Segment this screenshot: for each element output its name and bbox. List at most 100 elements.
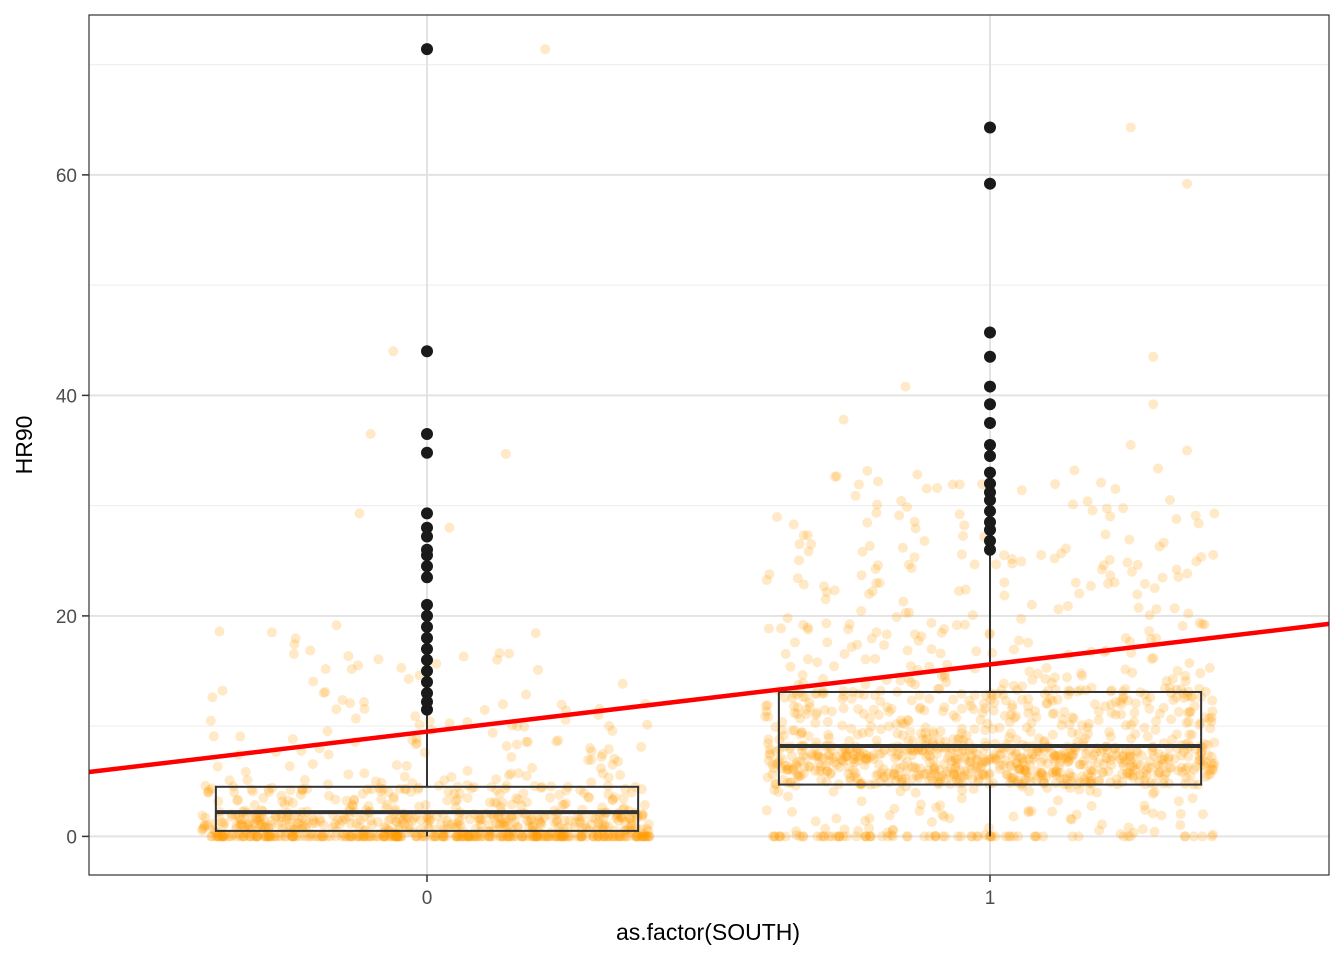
jitter-point — [932, 482, 943, 493]
jitter-point — [1153, 748, 1164, 759]
jitter-point — [561, 785, 572, 796]
jitter-point — [531, 829, 542, 840]
jitter-point — [991, 754, 1002, 765]
y-tick-label: 40 — [56, 386, 77, 407]
jitter-point — [819, 831, 830, 842]
jitter-point — [586, 746, 597, 757]
jitter-point — [1197, 619, 1208, 630]
jitter-point — [527, 762, 538, 773]
jitter-point — [868, 704, 879, 715]
jitter-point — [637, 811, 648, 822]
jitter-point — [499, 831, 510, 842]
jitter-point — [365, 428, 376, 439]
jitter-point — [503, 821, 514, 832]
jitter-point — [424, 816, 435, 827]
jitter-point — [522, 815, 533, 826]
jitter-point — [864, 823, 875, 834]
jitter-point — [1030, 751, 1041, 762]
jitter-point — [865, 831, 876, 842]
jitter-point — [764, 750, 775, 761]
jitter-point — [552, 817, 563, 828]
jitter-point — [1092, 787, 1103, 798]
jitter-point — [873, 759, 884, 770]
jitter-point — [845, 775, 856, 786]
jitter-point — [410, 711, 421, 722]
jitter-point — [969, 559, 980, 570]
jitter-point — [438, 831, 449, 842]
jitter-point — [1063, 685, 1074, 696]
jitter-point — [642, 719, 653, 730]
jitter-point — [452, 794, 463, 805]
jitter-point — [354, 821, 365, 832]
jitter-point — [501, 741, 512, 752]
jitter-point — [593, 821, 604, 832]
jitter-point — [1128, 761, 1139, 772]
jitter-point — [212, 831, 223, 842]
jitter-point — [896, 495, 907, 506]
jitter-point — [506, 799, 517, 810]
jitter-point — [1151, 604, 1162, 615]
jitter-point — [557, 831, 568, 842]
jitter-point — [206, 831, 217, 842]
jitter-point — [1080, 748, 1091, 759]
jitter-point — [314, 814, 325, 825]
jitter-point — [1124, 768, 1135, 779]
jitter-point — [968, 784, 979, 795]
jitter-point — [1007, 772, 1018, 783]
jitter-point — [414, 719, 425, 730]
jitter-point — [1127, 566, 1138, 577]
jitter-point — [484, 831, 495, 842]
jitter-point — [1131, 745, 1142, 756]
jitter-point — [1199, 619, 1210, 630]
jitter-points — [197, 44, 1220, 842]
jitter-point — [1128, 770, 1139, 781]
jitter-point — [793, 771, 804, 782]
jitter-point — [553, 831, 564, 842]
jitter-point — [834, 831, 845, 842]
jitter-point — [318, 820, 329, 831]
jitter-point — [1132, 759, 1143, 770]
jitter-point — [868, 753, 879, 764]
jitter-point — [978, 769, 989, 780]
jitter-point — [506, 813, 517, 824]
jitter-point — [553, 822, 564, 833]
jitter-point — [829, 661, 840, 672]
jitter-point — [1059, 747, 1070, 758]
jitter-point — [1036, 757, 1047, 768]
jitter-point — [355, 831, 366, 842]
jitter-point — [1011, 747, 1022, 758]
jitter-point — [829, 585, 840, 596]
outlier-point — [421, 654, 433, 666]
jitter-point — [953, 831, 964, 842]
jitter-point — [323, 749, 334, 760]
jitter-point — [928, 765, 939, 776]
jitter-point — [1101, 752, 1112, 763]
jitter-point — [354, 508, 365, 519]
jitter-point — [497, 831, 508, 842]
jitter-point — [941, 774, 952, 785]
jitter-point — [1001, 769, 1012, 780]
jitter-point — [236, 819, 247, 830]
jitter-point — [909, 745, 920, 756]
jitter-point — [858, 752, 869, 763]
jitter-point — [308, 831, 319, 842]
jitter-point — [883, 721, 894, 732]
jitter-point — [1033, 771, 1044, 782]
jitter-point — [917, 745, 928, 756]
jitter-point — [1181, 717, 1192, 728]
jitter-point — [1144, 626, 1155, 637]
jitter-point — [473, 812, 484, 823]
jitter-point — [287, 831, 298, 842]
jitter-point — [331, 704, 342, 715]
jitter-point — [602, 831, 613, 842]
jitter-point — [844, 619, 855, 630]
box-0 — [214, 785, 640, 832]
jitter-point — [1103, 578, 1114, 589]
jitter-point — [234, 820, 245, 831]
jitter-point — [958, 735, 969, 746]
outlier-point — [984, 380, 996, 393]
jitter-point — [366, 831, 377, 842]
jitter-point — [801, 704, 812, 715]
jitter-point — [1005, 772, 1016, 783]
jitter-point — [1147, 746, 1158, 757]
